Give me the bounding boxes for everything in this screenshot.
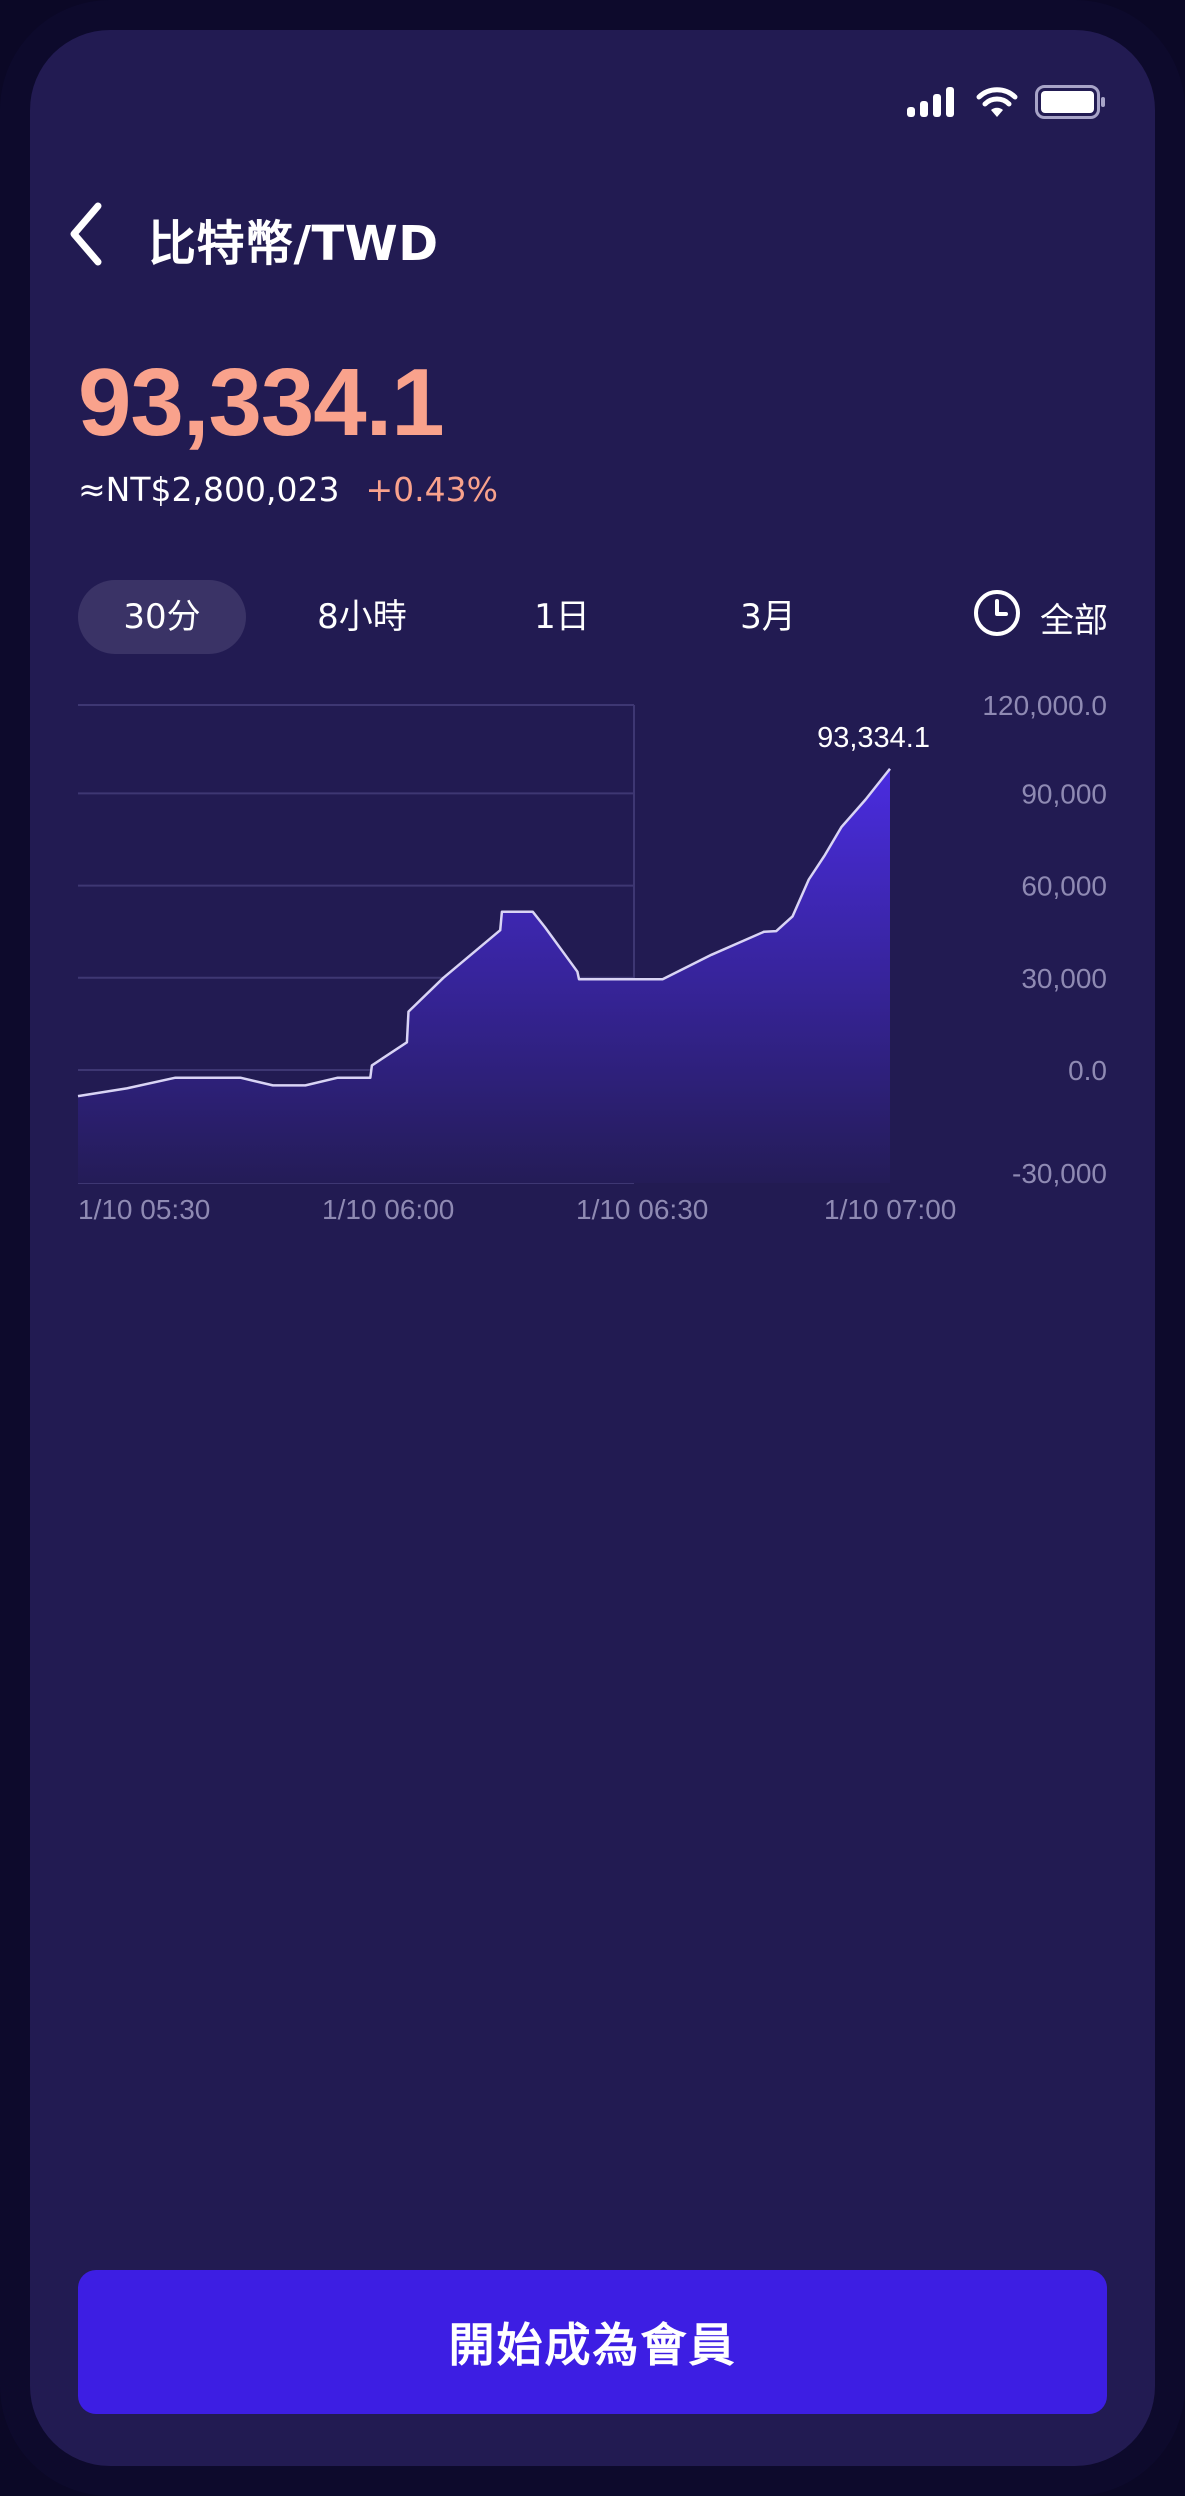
page-title: 比特幣/TWD	[148, 216, 439, 272]
chart-area-fill	[78, 768, 890, 1183]
time-range-tabs: 30分 8小時 1日 3月 全部	[78, 580, 1108, 654]
tab-all[interactable]: 全部	[972, 580, 1108, 654]
y-tick-label: 30,000	[1021, 963, 1107, 994]
price-change-percent: +0.43%	[365, 470, 498, 509]
chevron-left-icon	[66, 202, 106, 270]
y-tick-label: -30,000	[1012, 1158, 1107, 1189]
tab-all-label: 全部	[1040, 600, 1108, 641]
price-details: ≈NT$2,800,023 +0.43%	[78, 470, 498, 509]
x-tick-label: 1/10 05:30	[78, 1194, 210, 1225]
back-button[interactable]	[50, 200, 122, 272]
price-chart: 120,000.0 90,000 60,000 30,000 0.0 -30,000 1/…	[30, 690, 1155, 1550]
tab-8hours[interactable]: 8小時	[317, 597, 407, 637]
twd-equivalent: ≈NT$2,800,023	[78, 470, 340, 509]
chart-line	[77, 768, 891, 1098]
x-tick-label: 1/10 06:30	[576, 1194, 708, 1225]
y-tick-label: 90,000	[1021, 778, 1107, 809]
current-price: 93,334.1	[78, 349, 445, 456]
battery-icon	[1035, 85, 1107, 119]
tab-1day[interactable]: 1日	[534, 597, 590, 637]
status-bar	[907, 82, 1107, 122]
clock-icon	[972, 588, 1022, 647]
x-tick-label: 1/10 07:00	[824, 1194, 956, 1225]
y-tick-label: 0.0	[1068, 1055, 1107, 1086]
price-chart-svg: 120,000.0 90,000 60,000 30,000 0.0 -30,000 1/…	[77, 690, 1107, 1225]
last-value-label: 93,334.1	[817, 722, 930, 754]
wifi-icon	[975, 86, 1019, 118]
header: 比特幣/TWD	[30, 190, 1155, 280]
y-tick-label: 60,000	[1021, 871, 1107, 902]
tab-30min[interactable]: 30分	[78, 580, 246, 654]
signal-icon	[907, 87, 959, 117]
app-screen: 比特幣/TWD 93,334.1 ≈NT$2,800,023 +0.43% 30…	[30, 30, 1155, 2466]
become-member-button[interactable]: 開始成為會員	[78, 2270, 1107, 2414]
x-tick-label: 1/10 06:00	[322, 1194, 454, 1225]
y-tick-label: 120,000.0	[982, 690, 1107, 721]
tab-3months[interactable]: 3月	[740, 597, 796, 637]
